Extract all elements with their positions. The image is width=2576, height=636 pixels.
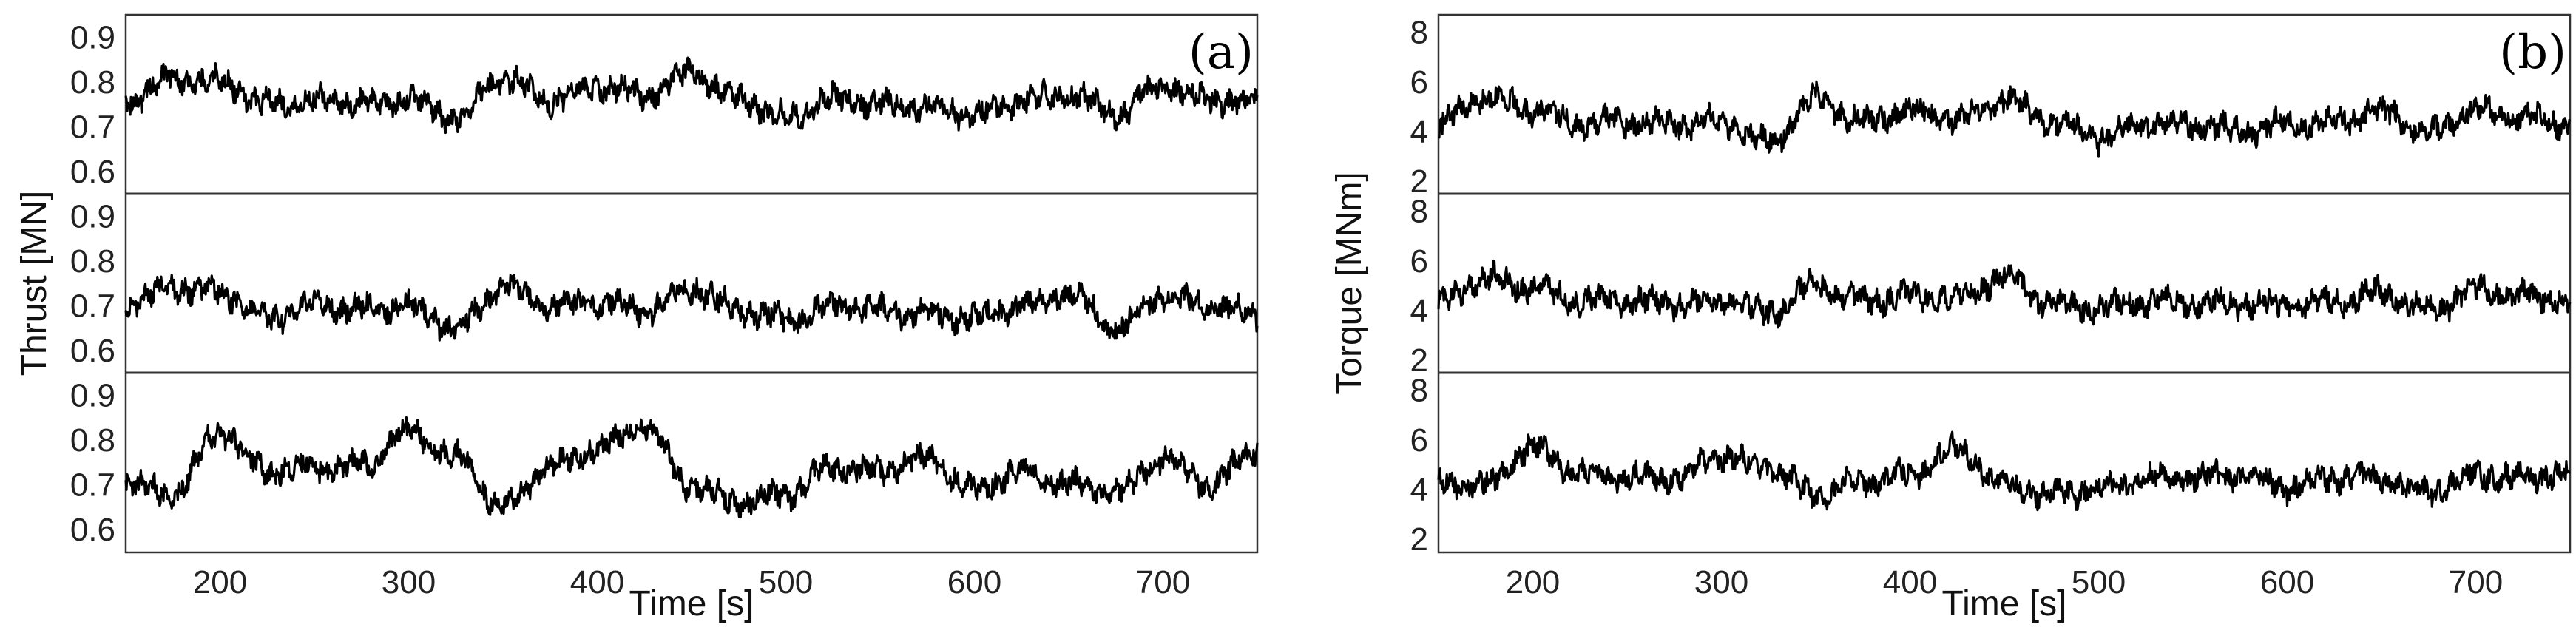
panel-a-x-tick-label: 500 [759, 564, 813, 601]
panel-a-x-tick-label: 300 [382, 564, 436, 601]
panel-a-thrust: (a) Time [s] Thrust [MN] 200 300 400 500 600… [15, 13, 1259, 623]
panel-b-y-tick-label: 4 [1410, 114, 1428, 150]
panel-a-y-axis-label: Thrust [MN] [15, 191, 54, 376]
panel-a-y-tick-label: 0.8 [70, 64, 115, 101]
panel-b-x-tick-label: 300 [1694, 564, 1748, 601]
panel-b-x-tick-label: 600 [2260, 564, 2314, 601]
panel-a-x-tick-label: 400 [570, 564, 624, 601]
panel-b-plot-frame [1437, 13, 2572, 554]
panel-b-x-tick-label: 500 [2072, 564, 2126, 601]
panel-b-y-axis-label: Torque [MNm] [1330, 172, 1369, 394]
panel-a-y-tick-label: 0.7 [70, 467, 115, 503]
panel-a-y-tick-label: 0.9 [70, 377, 115, 413]
panel-a-series [124, 56, 1259, 519]
panel-b-tag: (b) [2499, 25, 2566, 80]
panel-b-series [1437, 80, 2572, 512]
panel-b-x-tick-label: 200 [1506, 564, 1560, 601]
panel-b-series-1 [1437, 80, 2572, 158]
panel-b-y-tick-label: 8 [1410, 194, 1428, 230]
panel-a-series-3 [124, 416, 1259, 519]
panel-a-y-tick-label: 0.9 [70, 198, 115, 234]
panel-b-y-tick-label: 2 [1410, 342, 1428, 379]
panel-b-y-tick-label: 4 [1410, 472, 1428, 508]
panel-a-y-tick-label: 0.6 [70, 154, 115, 190]
panel-a-y-tick-label: 0.8 [70, 243, 115, 280]
panel-b-series-2 [1437, 259, 2572, 329]
panel-b-x-tick-label: 400 [1883, 564, 1937, 601]
panel-a-y-tick-label: 0.8 [70, 422, 115, 459]
panel-a-x-tick-label: 200 [193, 564, 247, 601]
panel-b-x-ticks: 200 300 400 500 600 700 [1506, 564, 2503, 601]
panel-b-y-tick-label: 8 [1410, 15, 1428, 51]
panel-a-x-tick-label: 600 [947, 564, 1001, 601]
panel-a-y-tick-label: 0.7 [70, 109, 115, 145]
panel-b-y-tick-label: 6 [1410, 243, 1428, 280]
panel-a-y-tick-label: 0.6 [70, 512, 115, 548]
panel-b-x-tick-label: 700 [2449, 564, 2503, 601]
panel-b-torque: (b) Time [s] Torque [MNm] 200 300 400 500 60… [1330, 13, 2572, 623]
panel-b-y-tick-label: 2 [1410, 521, 1428, 558]
panel-a-x-axis-label: Time [s] [629, 584, 754, 623]
panel-a-y-tick-label: 0.6 [70, 333, 115, 369]
panel-b-y-tick-label: 6 [1410, 64, 1428, 101]
panel-a-y-tick-label: 0.9 [70, 19, 115, 55]
panel-b-y-tick-label: 4 [1410, 293, 1428, 329]
panel-a-y-ticks: 0.6 0.7 0.8 0.9 0.6 0.7 0.8 0.9 0.6 0.7 0.8 0.9 [70, 19, 115, 548]
panel-a-series-1 [124, 56, 1259, 135]
panel-a-series-2 [124, 274, 1259, 342]
panel-a-y-tick-label: 0.7 [70, 288, 115, 324]
panel-b-y-tick-label: 6 [1410, 422, 1428, 459]
panel-a-x-ticks: 200 300 400 500 600 700 [193, 564, 1190, 601]
panel-a-x-tick-label: 700 [1136, 564, 1190, 601]
panel-a-plot-frame [124, 13, 1259, 554]
panel-b-series-3 [1437, 430, 2572, 512]
panel-a-tag: (a) [1189, 25, 1254, 80]
panel-b-x-axis-label: Time [s] [1942, 584, 2067, 623]
panel-b-y-tick-label: 8 [1410, 373, 1428, 409]
panel-b-y-tick-label: 2 [1410, 163, 1428, 200]
